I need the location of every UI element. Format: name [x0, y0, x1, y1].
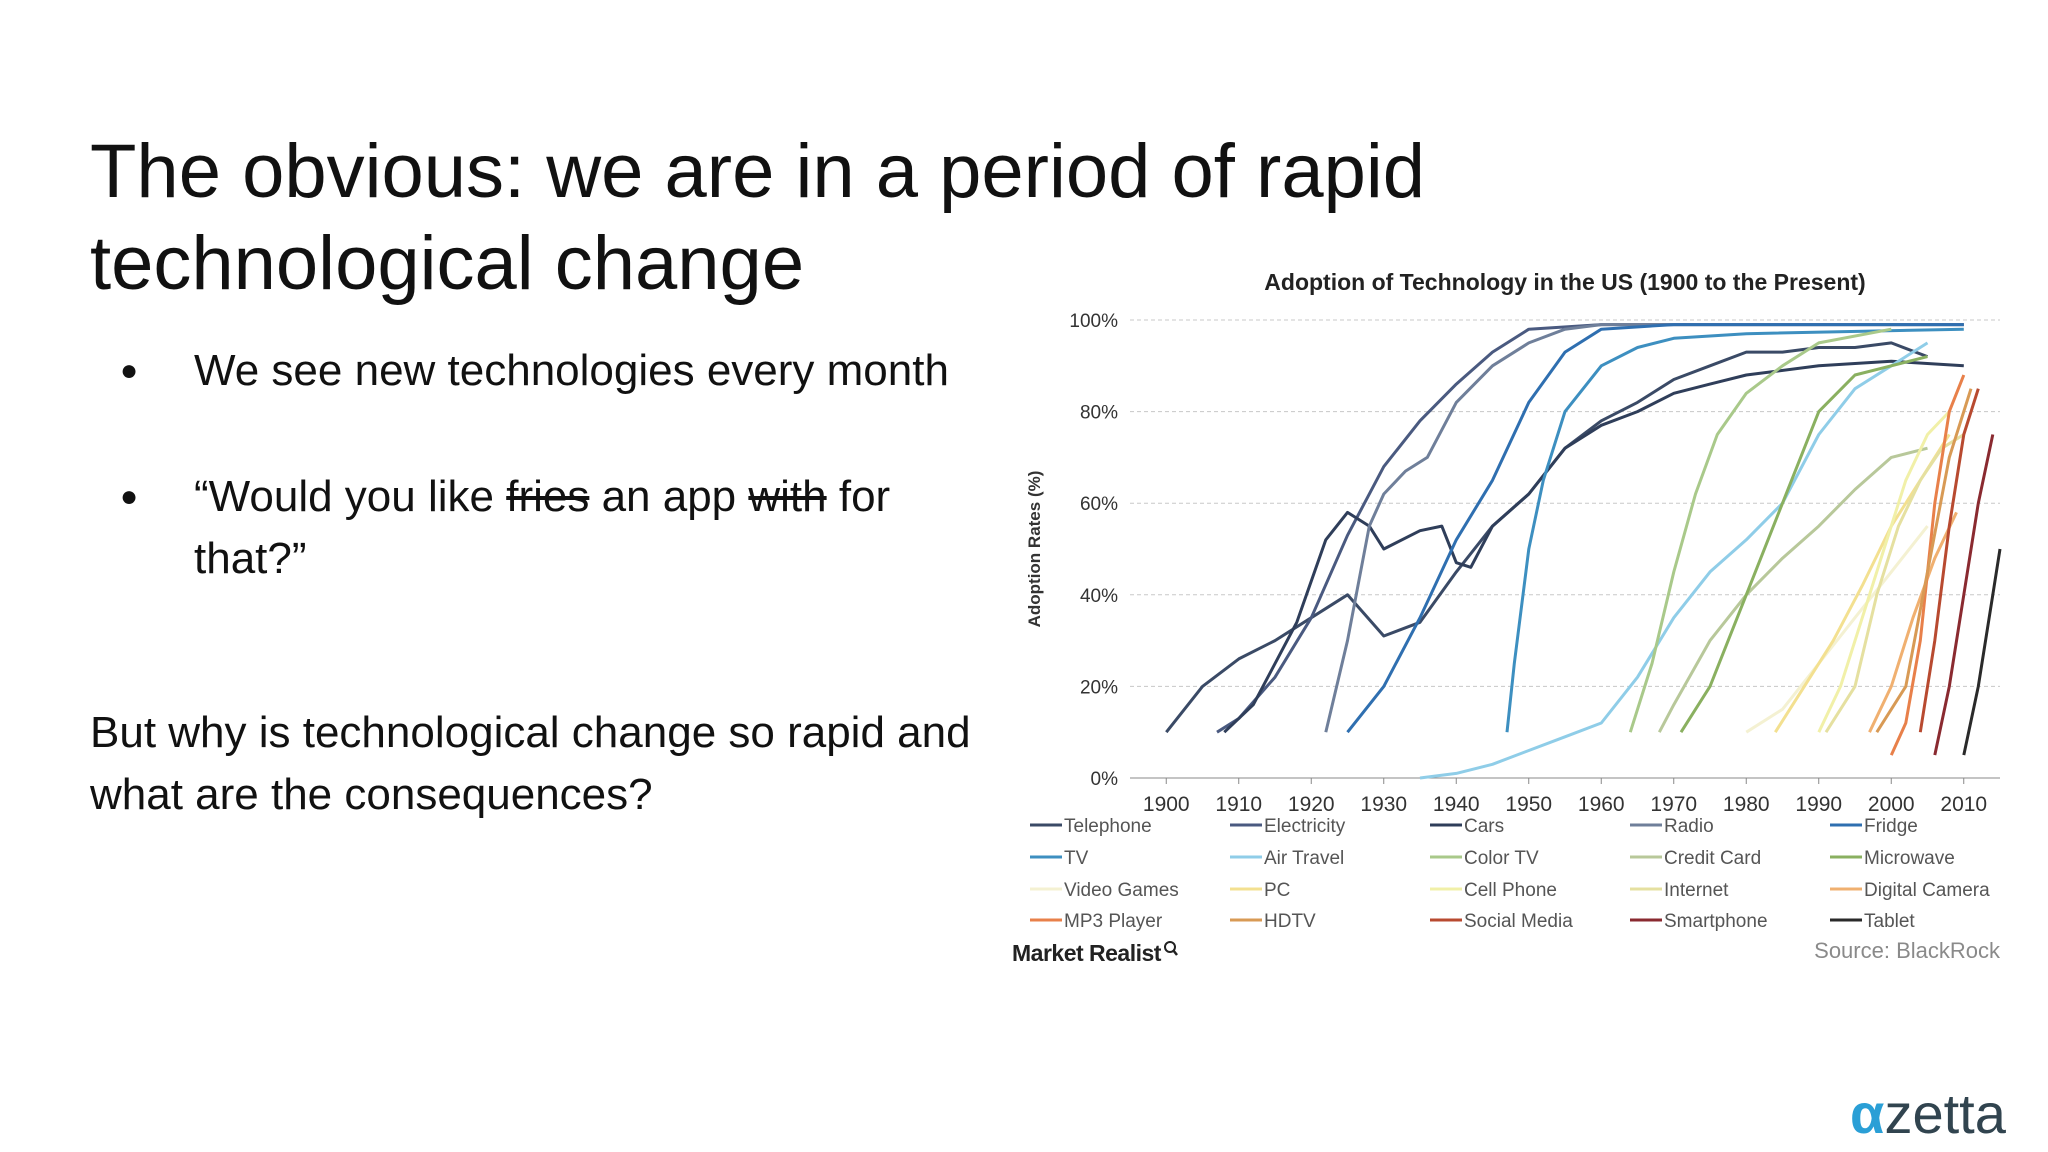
- series-line-tv: [1505, 327, 1964, 733]
- legend-label: Color TV: [1464, 848, 1539, 869]
- x-tick-label: 1920: [1288, 793, 1335, 816]
- legend-label: HDTV: [1264, 911, 1316, 932]
- legend-label: Fridge: [1864, 816, 1918, 837]
- closing-question: But why is technological change so rapid…: [90, 708, 971, 819]
- x-tick-label: 1980: [1723, 793, 1770, 816]
- chart-title: Adoption of Technology in the US (1900 t…: [1264, 269, 1865, 295]
- azetta-logo: αzetta: [1850, 1084, 2006, 1144]
- legend-label: MP3 Player: [1064, 911, 1163, 932]
- legend-label: Telephone: [1064, 816, 1152, 837]
- series-line-color-tv: [1628, 327, 1892, 733]
- legend-label: Smartphone: [1664, 911, 1768, 932]
- series-line-radio: [1324, 323, 1964, 733]
- series-line-hdtv: [1875, 388, 1973, 734]
- legend-label: Cars: [1464, 816, 1504, 837]
- bullet-item-1: ● We see new technologies every month: [120, 340, 950, 402]
- struck-word-with: with: [748, 472, 827, 521]
- x-tick-label: 1990: [1795, 793, 1842, 816]
- x-tick-label: 2010: [1940, 793, 1987, 816]
- legend-label: TV: [1064, 848, 1089, 869]
- chart-source: Source: BlackRock: [1814, 938, 2000, 963]
- adoption-chart: Adoption of Technology in the US (1900 t…: [1025, 269, 2002, 932]
- series-line-social-media: [1918, 388, 1980, 733]
- legend-label: Internet: [1664, 880, 1729, 901]
- slide-title: The obvious: we are in a period of rapid…: [90, 129, 1426, 306]
- x-tick-label: 1950: [1505, 793, 1552, 816]
- y-tick-label: 20%: [1080, 677, 1118, 698]
- bullet-list: ● We see new technologies every month ● …: [120, 340, 950, 654]
- y-tick-label: 60%: [1080, 494, 1118, 515]
- bullet-dot-icon: ●: [120, 354, 139, 387]
- bullet-dot-icon: ●: [120, 480, 139, 513]
- bullet-text: We see new technologies every month: [194, 346, 949, 395]
- legend-label: Social Media: [1464, 911, 1573, 932]
- series-line-cars: [1223, 359, 1964, 734]
- x-tick-label: 2000: [1868, 793, 1915, 816]
- bullet-item-2: ● “Would you like fries an app with for …: [120, 466, 950, 590]
- logo-alpha: α: [1850, 1082, 1885, 1145]
- x-tick-label: 1930: [1360, 793, 1407, 816]
- legend-label: PC: [1264, 880, 1290, 901]
- series-line-fridge: [1346, 323, 1964, 734]
- x-tick-label: 1970: [1650, 793, 1697, 816]
- x-tick-label: 1900: [1143, 793, 1190, 816]
- series-line-smartphone: [1933, 434, 1995, 756]
- x-tick-label: 1910: [1215, 793, 1262, 816]
- legend-label: Video Games: [1064, 880, 1179, 901]
- series-line-video-games: [1745, 525, 1929, 734]
- bullet-text-part: for that?”: [194, 472, 891, 583]
- y-tick-label: 0%: [1091, 769, 1119, 790]
- series-line-digital-camera: [1868, 511, 1958, 733]
- series-line-electricity: [1216, 323, 1964, 734]
- legend-label: Radio: [1664, 816, 1714, 837]
- struck-word-fries: fries: [506, 472, 590, 521]
- series-line-cell-phone: [1817, 410, 1951, 733]
- x-tick-label: 1960: [1578, 793, 1625, 816]
- y-axis-label: Adoption Rates (%): [1025, 471, 1044, 628]
- legend-label: Credit Card: [1664, 848, 1761, 869]
- series-line-air-travel: [1419, 341, 1929, 780]
- chart-container: Adoption of Technology in the US (1900 t…: [1010, 260, 2010, 980]
- x-tick-label: 1940: [1433, 793, 1480, 816]
- logo-text: zetta: [1884, 1082, 2006, 1145]
- y-tick-label: 80%: [1080, 403, 1118, 424]
- brand-text: Market Realist: [1012, 940, 1161, 966]
- series-line-tablet: [1962, 548, 2002, 756]
- y-tick-label: 100%: [1069, 311, 1118, 332]
- legend-label: Electricity: [1264, 816, 1346, 837]
- bullet-text-part: an app: [589, 472, 749, 521]
- legend-label: Tablet: [1864, 911, 1915, 932]
- y-tick-label: 40%: [1080, 586, 1118, 607]
- series-line-credit-card: [1657, 446, 1928, 733]
- market-realist-brand: Market Realist: [1012, 940, 1179, 967]
- legend-label: Air Travel: [1264, 848, 1344, 869]
- series-line-microwave: [1679, 355, 1928, 734]
- legend-label: Digital Camera: [1864, 880, 1990, 901]
- magnifier-icon: [1163, 941, 1178, 956]
- legend-label: Microwave: [1864, 848, 1955, 869]
- bullet-text-part: “Would you like: [194, 472, 507, 521]
- legend-label: Cell Phone: [1464, 880, 1557, 901]
